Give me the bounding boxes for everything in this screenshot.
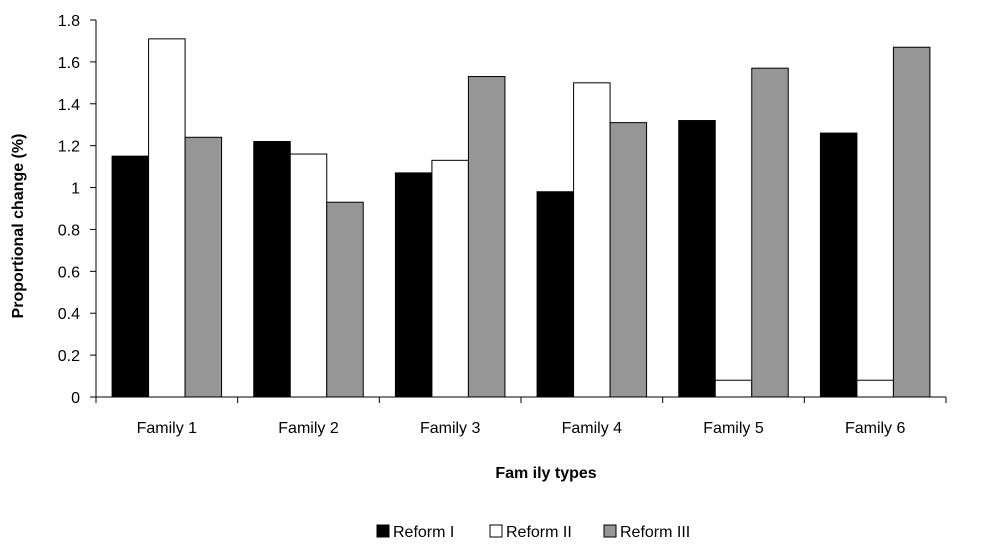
bar-2 <box>148 38 186 398</box>
y-tick-label: 0.6 <box>58 264 80 281</box>
y-tick-label: 1.4 <box>58 97 80 114</box>
legend-swatch-3 <box>603 524 617 538</box>
bar-1 <box>678 120 716 398</box>
bar-1 <box>536 191 575 398</box>
bar-1 <box>111 155 150 398</box>
bar-3 <box>326 201 364 398</box>
y-tick-label: 0.8 <box>58 222 80 239</box>
bar-1 <box>394 172 433 398</box>
bar-2 <box>856 379 894 398</box>
bar-1 <box>819 132 858 398</box>
x-tick-label: Family 3 <box>420 420 481 437</box>
bar-2 <box>573 82 611 398</box>
bar-2 <box>431 159 469 398</box>
x-tick-label: Family 1 <box>137 420 198 437</box>
legend-swatch-1 <box>376 524 390 538</box>
y-axis-title: Proportional change (%) <box>10 134 27 319</box>
x-tick-label: Family 5 <box>703 420 764 437</box>
bar-2 <box>289 153 328 398</box>
x-tick-label: Family 2 <box>278 420 339 437</box>
y-tick-label: 1.6 <box>58 55 80 72</box>
legend-label-2: Reform II <box>506 524 572 541</box>
bar-2 <box>714 379 753 398</box>
legend-label-3: Reform III <box>620 524 690 541</box>
bar-3 <box>751 67 789 398</box>
y-tick-label: 0.4 <box>58 306 80 323</box>
x-tick-label: Family 6 <box>845 420 906 437</box>
x-tick-label: Family 4 <box>562 420 623 437</box>
legend-label-1: Reform I <box>393 524 454 541</box>
y-tick-label: 1.8 <box>58 13 80 30</box>
bar-3 <box>184 136 223 398</box>
y-tick-label: 0 <box>71 390 80 407</box>
bar-1 <box>253 140 291 398</box>
legend: Reform I Reform II Reform III <box>376 524 690 541</box>
plot-area <box>111 38 931 398</box>
y-tick-label: 1.2 <box>58 139 80 156</box>
bar-3 <box>609 122 648 398</box>
axes: 0 0.2 0.4 0.6 0.8 1 1.2 1.4 1.6 1.8 Family 1 Family… <box>58 13 947 437</box>
bar-3 <box>467 76 506 398</box>
y-tick-label: 1 <box>71 181 80 198</box>
legend-swatch-2 <box>489 524 503 538</box>
bar-3 <box>892 46 931 398</box>
x-axis-title: Fam ily types <box>495 465 596 482</box>
y-tick-label: 0.2 <box>58 348 80 365</box>
